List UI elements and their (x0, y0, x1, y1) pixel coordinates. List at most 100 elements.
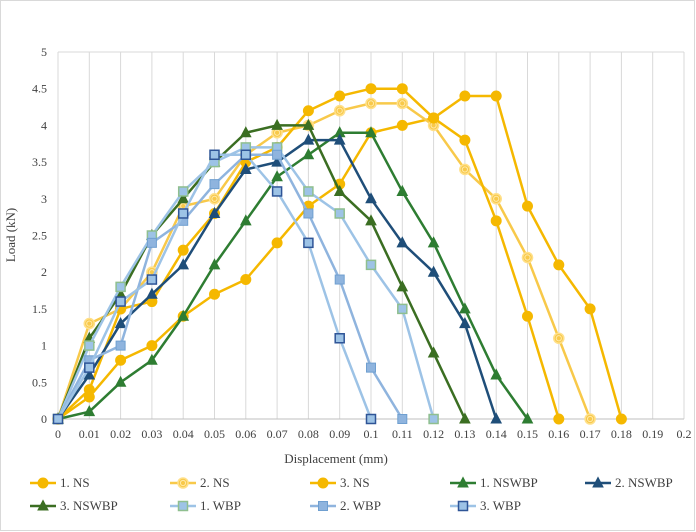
series-3-wbp (52, 149, 377, 425)
legend-entry: 3. NS (310, 475, 370, 490)
data-point (83, 405, 96, 417)
legend-marker (37, 477, 49, 489)
y-tick-label: 2 (41, 265, 47, 279)
series-group (52, 83, 627, 425)
data-point (84, 340, 95, 351)
series-line (56, 124, 467, 420)
x-tick-label: 0.04 (173, 427, 194, 441)
legend-entry: 2. NSWBP (585, 475, 673, 490)
data-point-inner (399, 100, 406, 107)
data-point (490, 90, 502, 102)
y-tick-label: 5 (41, 45, 47, 59)
data-point (239, 214, 252, 226)
data-point (365, 214, 377, 226)
x-tick-label: 0.12 (423, 427, 444, 441)
data-point (615, 413, 627, 425)
x-tick-label: 0.08 (298, 427, 319, 441)
data-point (459, 163, 471, 176)
data-point (208, 258, 221, 270)
data-point (396, 280, 409, 292)
data-point-inner (336, 107, 343, 114)
data-point (177, 258, 190, 270)
data-point (208, 206, 221, 218)
x-tick-label: 0.2 (677, 427, 692, 441)
data-point (240, 274, 252, 286)
data-point (334, 208, 345, 219)
data-point (303, 208, 314, 219)
x-tick-label: 0 (55, 427, 61, 441)
data-point (490, 368, 503, 380)
y-tick-label: 4 (41, 118, 47, 132)
data-point (365, 126, 377, 138)
y-tick-label: 2.5 (32, 229, 47, 243)
data-point (302, 118, 315, 130)
data-point (209, 149, 220, 161)
data-point (302, 105, 314, 117)
data-point (490, 193, 503, 205)
data-point (115, 281, 126, 293)
data-point (115, 296, 126, 307)
data-point (239, 162, 252, 174)
legend-entry: 2. NS (170, 475, 230, 490)
data-point (177, 309, 190, 321)
legend-entry: 2. WBP (310, 498, 381, 513)
data-point (365, 97, 377, 110)
data-point (115, 340, 126, 351)
data-point (333, 104, 346, 117)
data-point (302, 133, 315, 145)
data-point (146, 274, 158, 285)
data-point (396, 184, 409, 196)
data-point (177, 186, 189, 197)
data-point (334, 274, 345, 285)
y-tick-label: 3 (41, 192, 47, 206)
legend-label: 2. NS (200, 475, 230, 490)
legend-marker (177, 500, 189, 512)
legend-label: 1. WBP (200, 498, 241, 513)
series-line (57, 131, 529, 421)
data-point (397, 303, 408, 315)
x-tick-label: 0.01 (79, 427, 100, 441)
data-point (272, 149, 283, 160)
x-tick-label: 0.15 (517, 427, 538, 441)
legend-marker (317, 477, 329, 489)
x-tick-label: 0.03 (141, 427, 162, 441)
data-point (209, 179, 220, 190)
legend-label: 3. NSWBP (60, 498, 118, 513)
legend-marker (457, 476, 469, 488)
data-point (271, 170, 283, 182)
data-point (396, 236, 409, 248)
data-point (271, 186, 283, 197)
data-point (366, 362, 376, 373)
data-point (553, 413, 565, 425)
data-point (459, 134, 471, 146)
data-point (239, 126, 252, 138)
y-tick-labels: 0 0.5 1 1.5 2 2.5 3 3.5 4 4.5 5 (32, 45, 47, 426)
data-point (522, 310, 533, 322)
data-point (428, 112, 440, 124)
data-point (552, 332, 565, 345)
data-point (427, 346, 440, 358)
legend-label: 3. NS (340, 475, 370, 490)
data-point (522, 200, 533, 212)
series-line (56, 153, 404, 420)
x-tick-label: 0.14 (486, 427, 507, 441)
data-point (396, 119, 408, 131)
y-tick-label: 3.5 (32, 155, 47, 169)
data-point (303, 237, 314, 249)
legend-entry: 3. WBP (450, 498, 521, 513)
data-point (459, 317, 471, 329)
data-point (333, 133, 346, 145)
x-tick-label: 0.11 (392, 427, 413, 441)
data-point (459, 302, 471, 314)
legend-entry: 1. NS (30, 475, 90, 490)
legend-label: 2. NSWBP (615, 475, 673, 490)
y-tick-label: 1.5 (32, 302, 47, 316)
data-point (396, 97, 409, 110)
x-tick-label: 0.07 (267, 427, 288, 441)
x-tick-label: 0.05 (204, 427, 225, 441)
legend-marker (177, 477, 189, 489)
x-tick-label: 0.18 (611, 427, 632, 441)
x-tick-label: 0.19 (642, 427, 663, 441)
data-point (146, 287, 158, 299)
data-point (334, 333, 345, 344)
